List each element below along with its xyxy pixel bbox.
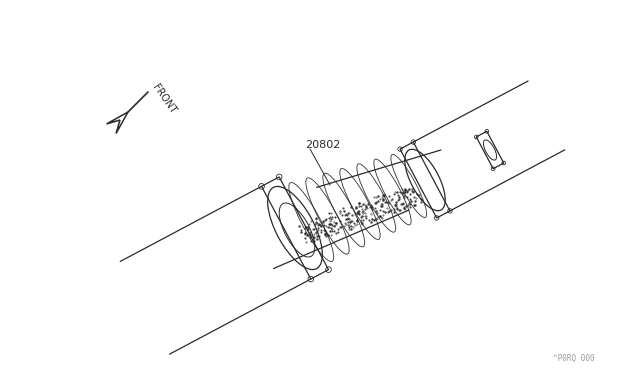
Text: 20802: 20802 bbox=[305, 140, 340, 150]
Text: ^P0RQ 000: ^P0RQ 000 bbox=[554, 353, 595, 362]
Text: FRONT: FRONT bbox=[150, 82, 177, 115]
